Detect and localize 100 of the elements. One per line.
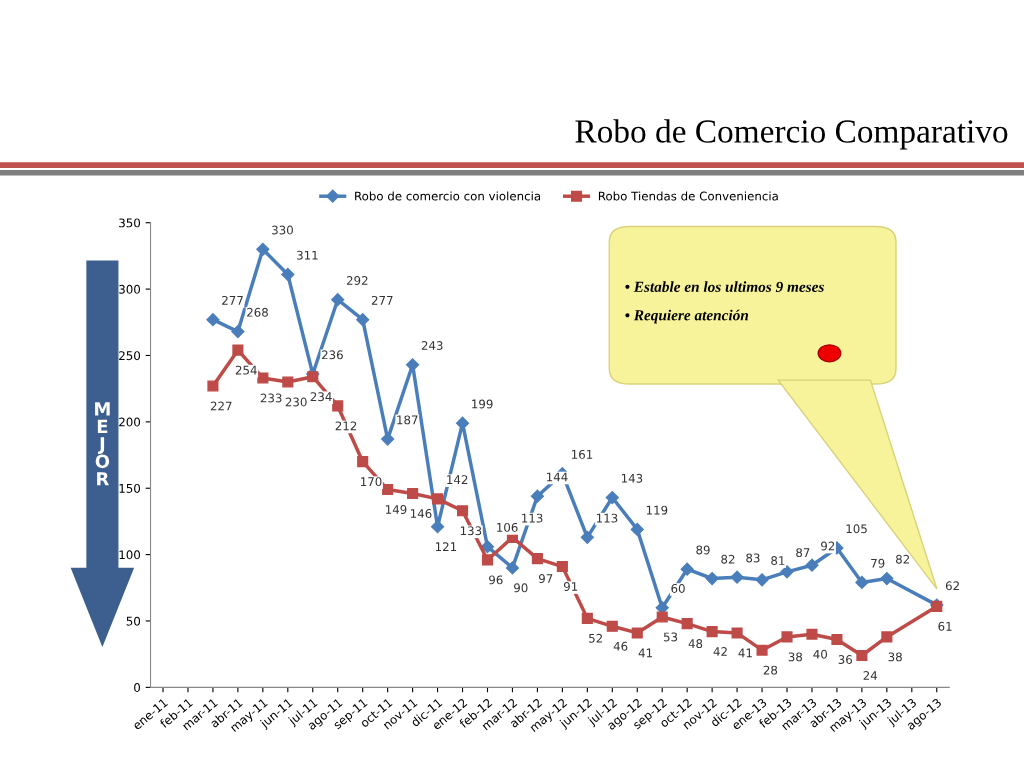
data-label: 254: [235, 365, 257, 375]
data-label: 90: [514, 583, 528, 593]
point: [505, 561, 520, 575]
data-label: 41: [738, 648, 752, 658]
point: [656, 611, 668, 623]
y-tick-label: 100: [119, 550, 141, 560]
data-label: 233: [260, 393, 282, 403]
annotation: • Estable en los ultimos 9 meses: [625, 281, 824, 293]
data-label: 277: [371, 295, 393, 305]
point: [730, 570, 744, 584]
annotation: • Requiere atención: [625, 309, 749, 324]
point: [331, 293, 345, 307]
point: [257, 372, 269, 384]
point: [780, 565, 794, 579]
data-label: 187: [397, 415, 418, 425]
data-label: 268: [247, 307, 268, 317]
point: [531, 553, 543, 565]
data-label: 292: [346, 276, 368, 285]
data-label: 106: [497, 522, 518, 532]
data-label: 330: [272, 225, 293, 235]
point: [407, 487, 419, 500]
legend-label: Robo de comercio con violencia: [355, 191, 541, 201]
point: [430, 520, 445, 534]
y-tick-label: 300: [119, 284, 141, 294]
point: [432, 493, 444, 505]
data-label: 82: [721, 554, 735, 564]
point: [881, 631, 893, 643]
point: [307, 371, 319, 383]
data-label: 81: [771, 556, 785, 566]
data-label: 170: [361, 477, 382, 487]
data-label: 105: [846, 524, 867, 534]
data-label: 161: [572, 449, 593, 459]
point: [605, 490, 619, 505]
point: [806, 628, 818, 640]
chart-title: Robo de Comercio Comparativo: [575, 119, 1008, 150]
data-label: 113: [522, 513, 543, 523]
data-label: 230: [285, 397, 307, 407]
point: [731, 627, 743, 639]
point: [206, 313, 220, 327]
data-label: 243: [421, 341, 443, 350]
data-label: 149: [386, 505, 407, 514]
point: [207, 380, 219, 392]
data-label: 133: [460, 526, 482, 536]
data-label: 234: [310, 392, 332, 402]
data-label: 62: [945, 581, 959, 591]
data-label: 24: [863, 670, 878, 680]
data-label: 142: [447, 475, 468, 484]
data-label: 52: [589, 633, 602, 643]
data-label: 87: [796, 548, 810, 558]
data-label: 311: [297, 250, 318, 260]
point: [455, 416, 470, 430]
data-label: 82: [895, 554, 910, 564]
y-tick-label: 350: [119, 218, 141, 228]
data-label: 61: [938, 621, 952, 631]
point: [382, 483, 394, 496]
data-label: 199: [472, 399, 493, 409]
data-label: 97: [538, 574, 553, 583]
data-label: 212: [335, 421, 357, 431]
data-label: 146: [410, 509, 432, 518]
data-label: 227: [210, 401, 232, 411]
point: [356, 313, 370, 327]
point: [456, 505, 469, 517]
data-label: 83: [746, 553, 760, 563]
point: [530, 489, 544, 503]
data-label: 119: [646, 505, 668, 515]
data-label: 236: [321, 350, 343, 360]
point: [357, 456, 369, 468]
data-label: 96: [489, 575, 503, 585]
point: [256, 242, 270, 256]
point: [681, 618, 693, 630]
data-label: 40: [813, 649, 828, 659]
data-label: 277: [222, 295, 243, 305]
point: [855, 575, 869, 590]
data-label: 91: [563, 582, 578, 591]
data-label: 48: [688, 639, 703, 649]
point: [831, 634, 843, 646]
legend-label: Robo Tiendas de Conveniencia: [598, 191, 778, 201]
y-tick-label: 200: [119, 417, 141, 427]
point: [580, 530, 594, 544]
data-label: 113: [596, 513, 618, 523]
point: [332, 400, 344, 412]
point: [680, 562, 694, 576]
point: [556, 560, 568, 573]
data-label: 53: [663, 632, 678, 642]
data-label: 38: [888, 652, 902, 662]
point: [631, 627, 643, 639]
point: [231, 324, 245, 339]
point: [606, 620, 618, 632]
point: [805, 558, 819, 572]
y-tick-label: 150: [119, 483, 141, 493]
data-label: 36: [838, 655, 853, 664]
point: [755, 573, 769, 587]
data-label: 28: [763, 665, 778, 675]
point: [880, 571, 894, 586]
data-label: 46: [613, 641, 628, 651]
point: [856, 649, 868, 662]
data-label: 38: [788, 652, 803, 662]
text: MEJOR: [95, 402, 110, 486]
point: [232, 344, 244, 356]
data-label: 42: [713, 647, 727, 656]
